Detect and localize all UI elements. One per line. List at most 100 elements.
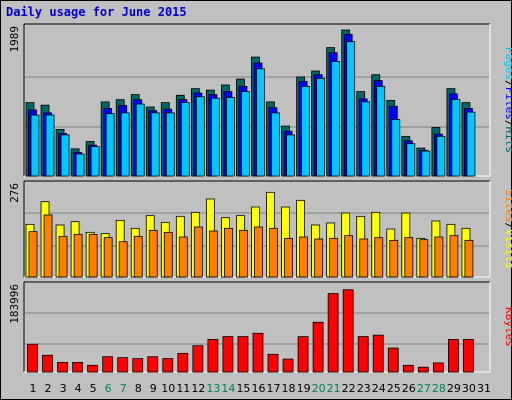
bar-kbytes-day-8 — [132, 358, 144, 373]
bar-pages-day-21 — [331, 61, 341, 177]
bar-sites-day-2 — [43, 214, 53, 278]
bar-sites-day-5 — [88, 233, 98, 278]
bar-pages-day-19 — [301, 86, 310, 177]
bar-kbytes-day-23 — [357, 336, 369, 373]
bar-kbytes-day-22 — [342, 289, 354, 373]
bar-kbytes-day-5 — [87, 364, 99, 373]
bar-sites-day-19 — [299, 236, 308, 278]
bar-pages-day-4 — [75, 153, 85, 177]
bar-pages-day-23 — [361, 101, 371, 177]
bar-kbytes-day-6 — [102, 356, 114, 373]
bar-sites-day-18 — [284, 237, 293, 278]
day-label-13: 13 — [206, 382, 220, 395]
bar-sites-day-12 — [193, 226, 203, 278]
bar-kbytes-day-15 — [237, 336, 249, 373]
day-label-24: 24 — [372, 382, 386, 395]
day-label-8: 8 — [135, 382, 142, 395]
bar-pages-day-26 — [406, 143, 416, 177]
bar-kbytes-day-19 — [297, 336, 309, 373]
bar-kbytes-day-11 — [177, 352, 189, 373]
bar-pages-day-15 — [241, 91, 250, 177]
bar-pages-day-30 — [466, 111, 476, 177]
bar-kbytes-day-2 — [42, 354, 53, 373]
bar-sites-day-14 — [224, 227, 233, 278]
bar-pages-day-27 — [421, 150, 431, 177]
bar-kbytes-day-20 — [312, 321, 324, 373]
bar-pages-day-10 — [165, 112, 175, 177]
bar-pages-day-5 — [90, 146, 100, 177]
legend-kbytes: KBytes — [503, 307, 512, 347]
bar-sites-day-3 — [58, 235, 68, 278]
bar-sites-day-20 — [314, 238, 324, 278]
day-label-25: 25 — [387, 382, 401, 395]
day-label-12: 12 — [191, 382, 205, 395]
day-label-16: 16 — [251, 382, 265, 395]
day-label-21: 21 — [327, 382, 341, 395]
max-label-top: 1989 — [8, 26, 21, 53]
bar-pages-day-6 — [105, 113, 115, 177]
bar-kbytes-day-26 — [402, 364, 414, 373]
day-label-20: 20 — [312, 382, 326, 395]
bar-pages-day-8 — [135, 103, 145, 177]
bar-pages-day-9 — [150, 112, 160, 177]
bar-kbytes-day-12 — [192, 345, 204, 373]
bar-sites-day-6 — [103, 237, 113, 278]
day-label-31: 31 — [477, 382, 491, 395]
bar-pages-day-22 — [346, 41, 356, 177]
bar-sites-day-8 — [133, 235, 143, 278]
bar-pages-day-11 — [180, 102, 190, 177]
bar-kbytes-day-3 — [57, 362, 68, 373]
day-label-9: 9 — [150, 382, 157, 395]
bar-pages-day-29 — [451, 99, 461, 177]
day-label-19: 19 — [297, 382, 311, 395]
bar-sites-day-15 — [239, 229, 248, 278]
bar-sites-day-30 — [464, 239, 474, 278]
day-label-7: 7 — [120, 382, 127, 395]
bar-kbytes-day-1 — [27, 343, 38, 373]
bar-sites-day-23 — [359, 238, 369, 278]
bar-pages-day-7 — [120, 112, 130, 177]
bar-kbytes-day-18 — [282, 358, 294, 373]
bar-sites-day-10 — [163, 231, 173, 278]
day-label-15: 15 — [236, 382, 250, 395]
bar-pages-day-3 — [60, 134, 70, 177]
bar-kbytes-day-14 — [222, 336, 234, 373]
bar-sites-day-21 — [329, 237, 339, 278]
bar-pages-day-28 — [436, 135, 446, 177]
day-label-17: 17 — [267, 382, 281, 395]
day-label-1: 1 — [30, 382, 37, 395]
max-label-bottom: 183996 — [8, 284, 21, 324]
bar-kbytes-day-9 — [147, 356, 159, 373]
bar-pages-day-2 — [45, 114, 55, 177]
day-label-18: 18 — [282, 382, 296, 395]
day-label-28: 28 — [432, 382, 446, 395]
bar-kbytes-day-17 — [267, 353, 279, 373]
bar-kbytes-day-21 — [327, 293, 339, 373]
bar-sites-day-13 — [208, 230, 218, 278]
bar-kbytes-day-27 — [417, 366, 429, 373]
day-label-14: 14 — [221, 382, 235, 395]
chart-title: Daily usage for June 2015 — [6, 5, 187, 19]
bar-kbytes-day-13 — [207, 339, 219, 373]
bar-sites-day-9 — [148, 229, 158, 278]
day-label-22: 22 — [342, 382, 356, 395]
bar-sites-day-1 — [28, 231, 38, 278]
bar-sites-day-25 — [389, 239, 399, 278]
legend-sites-visits: Sites/Visits — [503, 189, 512, 269]
bar-pages-day-18 — [286, 134, 295, 177]
bar-sites-day-17 — [269, 227, 278, 278]
day-label-5: 5 — [90, 382, 97, 395]
bar-pages-day-13 — [210, 97, 220, 177]
day-label-4: 4 — [75, 382, 82, 395]
bar-pages-day-16 — [256, 68, 265, 177]
bar-pages-day-20 — [316, 77, 326, 177]
day-label-23: 23 — [357, 382, 371, 395]
day-label-27: 27 — [417, 382, 431, 395]
bar-sites-day-27 — [419, 239, 429, 278]
bar-kbytes-day-7 — [117, 357, 129, 373]
legend-pages-files-hits: Pages/Files/Hits — [503, 47, 512, 153]
bar-kbytes-day-30 — [463, 339, 474, 373]
bar-kbytes-day-16 — [252, 332, 264, 373]
bar-pages-day-1 — [30, 114, 40, 177]
